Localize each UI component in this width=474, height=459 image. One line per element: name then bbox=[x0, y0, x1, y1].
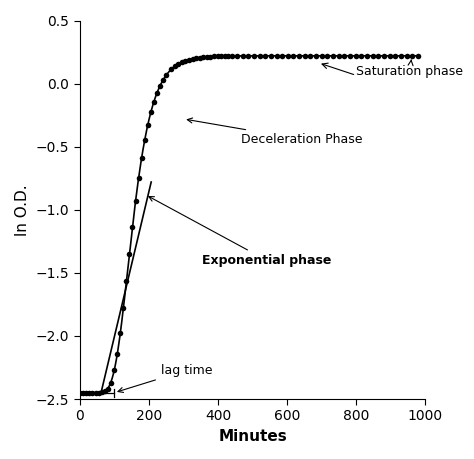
Point bbox=[147, 109, 155, 116]
Point bbox=[221, 52, 228, 60]
Y-axis label: ln O.D.: ln O.D. bbox=[15, 184, 30, 235]
Point bbox=[117, 330, 124, 337]
Point bbox=[312, 52, 320, 60]
Point bbox=[82, 389, 90, 397]
Point bbox=[91, 389, 99, 397]
Point bbox=[192, 54, 200, 62]
Point bbox=[250, 52, 258, 60]
Point bbox=[196, 54, 203, 61]
Point bbox=[135, 174, 142, 182]
Point bbox=[178, 58, 186, 66]
Point bbox=[86, 389, 93, 397]
Point bbox=[107, 379, 115, 386]
Point bbox=[126, 250, 133, 257]
Point bbox=[228, 52, 236, 60]
Point bbox=[95, 389, 102, 396]
Point bbox=[233, 52, 241, 60]
X-axis label: Minutes: Minutes bbox=[218, 429, 287, 444]
Point bbox=[245, 52, 252, 60]
Text: Deceleration Phase: Deceleration Phase bbox=[187, 118, 363, 146]
Point bbox=[307, 52, 314, 60]
Point bbox=[167, 66, 175, 73]
Point bbox=[110, 367, 118, 374]
Point bbox=[217, 52, 225, 60]
Point bbox=[357, 52, 365, 60]
Point bbox=[119, 305, 127, 312]
Point bbox=[318, 52, 326, 60]
Point bbox=[256, 52, 264, 60]
Point bbox=[189, 55, 196, 62]
Point bbox=[171, 62, 179, 70]
Point bbox=[207, 53, 214, 60]
Point bbox=[113, 351, 121, 358]
Point bbox=[335, 52, 343, 60]
Point bbox=[273, 52, 280, 60]
Point bbox=[341, 52, 348, 60]
Point bbox=[129, 223, 137, 230]
Point bbox=[284, 52, 292, 60]
Point bbox=[203, 53, 210, 61]
Point bbox=[132, 197, 139, 205]
Text: lag time: lag time bbox=[118, 364, 212, 392]
Point bbox=[104, 385, 111, 392]
Point bbox=[267, 52, 274, 60]
Point bbox=[141, 136, 148, 144]
Point bbox=[414, 52, 422, 60]
Point bbox=[144, 121, 152, 129]
Point bbox=[301, 52, 309, 60]
Point bbox=[239, 52, 246, 60]
Point bbox=[262, 52, 269, 60]
Point bbox=[397, 52, 405, 60]
Point bbox=[98, 389, 105, 396]
Point bbox=[210, 53, 218, 60]
Point bbox=[200, 53, 207, 61]
Point bbox=[214, 53, 221, 60]
Point bbox=[278, 52, 286, 60]
Point bbox=[76, 389, 84, 397]
Point bbox=[150, 98, 158, 106]
Point bbox=[295, 52, 303, 60]
Point bbox=[403, 52, 410, 60]
Point bbox=[352, 52, 359, 60]
Point bbox=[156, 82, 164, 90]
Point bbox=[290, 52, 297, 60]
Point bbox=[182, 57, 189, 64]
Point bbox=[159, 77, 167, 84]
Point bbox=[153, 90, 161, 97]
Point bbox=[324, 52, 331, 60]
Point bbox=[89, 389, 96, 397]
Point bbox=[174, 60, 182, 67]
Text: Saturation phase: Saturation phase bbox=[356, 60, 463, 78]
Point bbox=[374, 52, 382, 60]
Point bbox=[386, 52, 393, 60]
Text: Exponential phase: Exponential phase bbox=[149, 196, 332, 267]
Point bbox=[80, 389, 87, 397]
Point bbox=[409, 52, 416, 60]
Point bbox=[346, 52, 354, 60]
Point bbox=[224, 52, 232, 60]
Point bbox=[380, 52, 388, 60]
Point bbox=[392, 52, 399, 60]
Point bbox=[185, 56, 193, 63]
Point bbox=[123, 278, 130, 285]
Point bbox=[363, 52, 371, 60]
Point bbox=[369, 52, 376, 60]
Point bbox=[329, 52, 337, 60]
Point bbox=[162, 72, 170, 79]
Point bbox=[138, 154, 146, 162]
Point bbox=[101, 388, 109, 395]
